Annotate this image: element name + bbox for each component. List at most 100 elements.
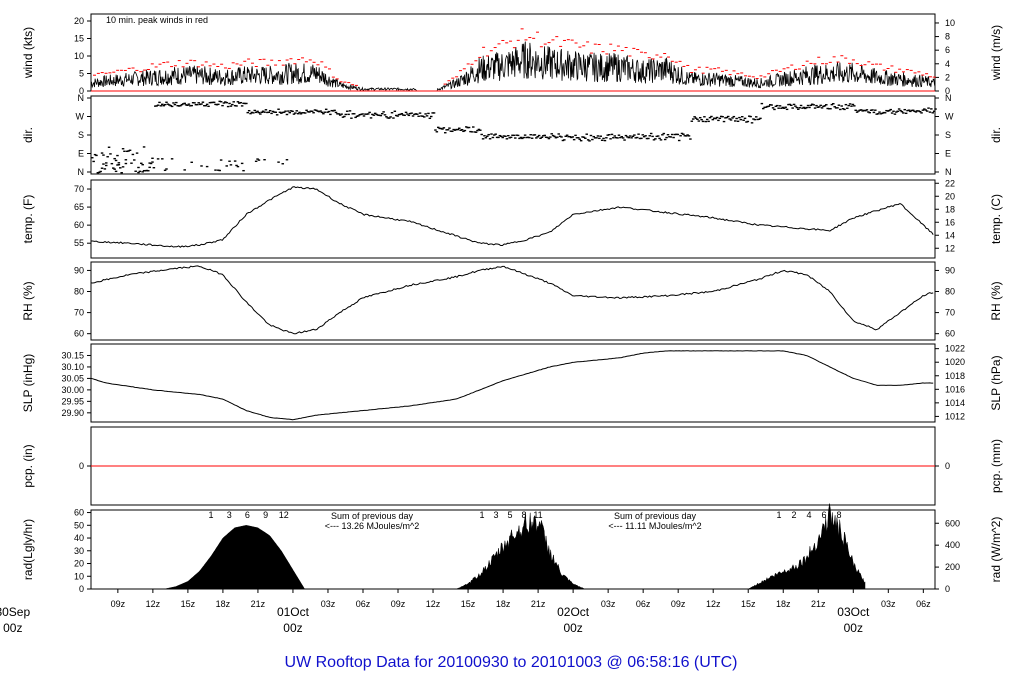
dir-point [724, 117, 727, 119]
dir-point [469, 130, 472, 133]
dir-point [829, 108, 832, 110]
dir-point [197, 102, 200, 104]
rad-ytick-label-left: 40 [74, 533, 84, 543]
rad-hour-mark: 1 [776, 510, 781, 520]
rad-hour-mark: 3 [493, 510, 498, 520]
dir-point [754, 116, 758, 118]
dir-point [535, 137, 538, 139]
dir-point [708, 116, 712, 119]
slp-ytick-label-left: 29.90 [61, 408, 84, 418]
dir-point [207, 105, 210, 108]
dir-point [641, 134, 645, 136]
dir-point [137, 166, 140, 169]
dir-point [194, 103, 198, 106]
dir-point [180, 103, 184, 106]
dir-point [825, 104, 828, 106]
time-tick-label: 06z [636, 599, 651, 609]
dir-point [889, 108, 892, 111]
dir-point [323, 111, 327, 113]
dir-point [298, 111, 301, 114]
dir-point [714, 117, 717, 120]
dir-point [689, 138, 692, 140]
dir-point [728, 118, 731, 120]
dir-point [523, 134, 527, 136]
dir-point [585, 133, 588, 135]
time-tick-label: 21z [251, 599, 266, 609]
dir-point [507, 134, 510, 137]
dir-point [543, 134, 546, 137]
dir-point [166, 103, 170, 105]
dir-point [142, 146, 146, 148]
dir-point [890, 112, 894, 114]
slp-ytick-label-right: 1020 [945, 357, 965, 367]
dir-point [91, 157, 94, 159]
dir-point [260, 111, 264, 113]
dir-point [756, 118, 759, 121]
dir-point [425, 115, 429, 117]
dir-point [299, 113, 303, 115]
dir-point [607, 133, 611, 136]
dir-point [682, 133, 685, 135]
dir-point [228, 102, 231, 105]
dir-point [114, 159, 118, 162]
dir-point [501, 136, 504, 139]
wind-speed-line [90, 41, 936, 92]
rad-hour-mark: 6 [245, 510, 250, 520]
date-label: 01Oct [277, 605, 310, 619]
dir-point [794, 105, 797, 107]
dir-point [236, 165, 240, 168]
dir-point [369, 117, 373, 119]
dir-point [313, 109, 317, 111]
dir-point [141, 171, 144, 173]
dir-point [827, 108, 831, 110]
dir-point [696, 118, 699, 121]
dir-point [694, 117, 698, 119]
dir-point [161, 103, 164, 105]
dir-point [291, 110, 294, 113]
dir-point [481, 138, 485, 140]
panel-rh: RH (%) RH (%) 60 70 80 90 60 70 80 90 [21, 261, 1003, 341]
dir-point [853, 105, 856, 107]
dir-point [549, 136, 552, 138]
dir-point [909, 110, 912, 113]
time-tick-label: 21z [531, 599, 546, 609]
dir-ytick-label-left: N [78, 167, 85, 177]
rad-ytick-label-right: 0 [945, 584, 950, 594]
dir-point [593, 137, 597, 139]
time-tick-label: 09z [391, 599, 406, 609]
dir-point [680, 132, 684, 135]
dir-point [788, 103, 792, 106]
dir-point [124, 162, 128, 165]
dir-point [480, 133, 483, 136]
dir-point [190, 104, 193, 107]
temp-line [91, 186, 934, 248]
rad-sum-note: Sum of previous day [614, 511, 697, 521]
dir-point [99, 170, 102, 173]
dir-point [729, 119, 733, 121]
slp-frame [90, 343, 936, 423]
slp-ytick-label-right: 1012 [945, 411, 965, 421]
slp-ytick-label-right: 1022 [945, 344, 965, 354]
dir-point [609, 138, 612, 140]
dir-point [229, 164, 233, 166]
dir-point [217, 169, 220, 171]
dir-point [554, 137, 558, 139]
rad-hour-mark: 2 [791, 510, 796, 520]
wind-ytick-label-left: 0 [79, 86, 84, 96]
dir-point [851, 103, 855, 106]
dir-point [397, 113, 401, 116]
dir-point [790, 104, 793, 107]
dir-point [900, 110, 904, 113]
dir-point [315, 109, 318, 112]
dir-point [93, 153, 97, 156]
dir-point [470, 131, 474, 133]
dir-point [302, 112, 306, 114]
rh-line [90, 265, 934, 335]
dir-point [572, 138, 576, 141]
dir-point [200, 103, 203, 105]
dir-point [120, 172, 123, 174]
rh-ytick-label-left: 80 [74, 287, 84, 297]
dir-point [270, 112, 273, 115]
dir-point [256, 158, 259, 160]
dir-point [885, 109, 888, 112]
